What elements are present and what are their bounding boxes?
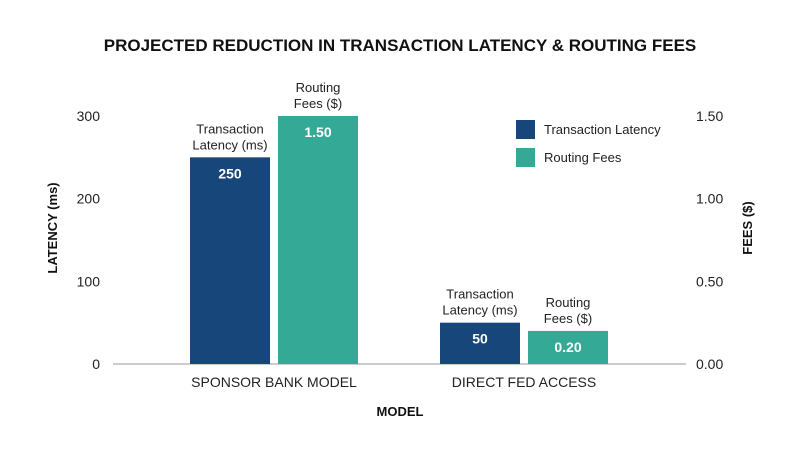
left-tick-label: 100 [77, 273, 101, 289]
bar-annotation: Latency (ms) [192, 137, 267, 152]
bar-value-label: 250 [218, 165, 242, 181]
category-labels: SPONSOR BANK MODEL DIRECT FED ACCESS [191, 374, 596, 390]
bar-annotation: Routing [546, 295, 591, 310]
legend: Transaction Latency Routing Fees [516, 120, 661, 167]
y-axis-left-label: LATENCY (ms) [45, 182, 60, 273]
category-label: DIRECT FED ACCESS [452, 374, 596, 390]
legend-label: Transaction Latency [544, 122, 661, 137]
legend-swatch [516, 148, 535, 167]
bar-latency [440, 322, 520, 364]
bar-fees [528, 330, 608, 364]
left-axis-ticks: 0 100 200 300 [77, 108, 101, 372]
bar-annotation: Routing [296, 80, 341, 95]
bar-value-label: 0.20 [554, 339, 581, 355]
bar-annotation: Fees ($) [294, 96, 342, 111]
y-axis-right-label: FEES ($) [740, 201, 755, 254]
left-tick-label: 0 [92, 356, 100, 372]
right-tick-label: 1.00 [696, 191, 723, 207]
bar-fees [278, 116, 358, 364]
bar-value-label: 50 [472, 331, 488, 347]
legend-label: Routing Fees [544, 150, 622, 165]
right-tick-label: 0.50 [696, 273, 723, 289]
bar-latency [190, 157, 270, 364]
legend-swatch [516, 120, 535, 139]
bar-annotation: Latency (ms) [442, 303, 517, 318]
right-axis-ticks: 0.00 0.50 1.00 1.50 [696, 108, 723, 372]
right-tick-label: 0.00 [696, 356, 723, 372]
bar-annotation: Transaction [446, 287, 513, 302]
left-tick-label: 300 [77, 108, 101, 124]
chart-title: PROJECTED REDUCTION IN TRANSACTION LATEN… [104, 36, 697, 55]
left-tick-label: 200 [77, 191, 101, 207]
category-label: SPONSOR BANK MODEL [191, 374, 357, 390]
bar-annotation: Transaction [196, 121, 263, 136]
right-tick-label: 1.50 [696, 108, 723, 124]
x-axis-label: MODEL [377, 404, 424, 419]
bar-value-label: 1.50 [304, 124, 331, 140]
bar-annotation: Fees ($) [544, 311, 592, 326]
